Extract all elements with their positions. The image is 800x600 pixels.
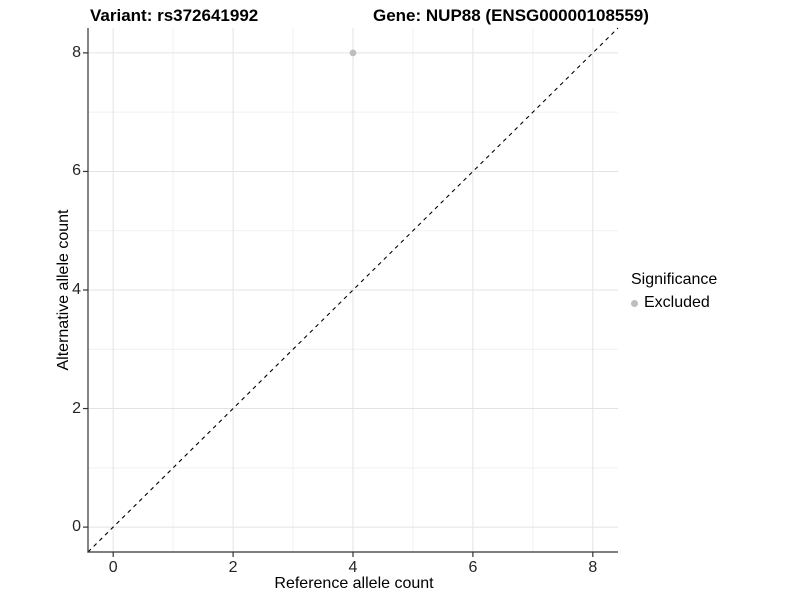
x-tick-label: 8 [588, 559, 598, 576]
legend-title: Significance [631, 271, 718, 288]
x-axis-title: Reference allele count [274, 575, 434, 592]
y-tick-label: 2 [72, 399, 81, 417]
y-axis-title: Alternative allele count [55, 209, 72, 371]
y-tick-label: 0 [72, 518, 81, 536]
y-tick-label: 4 [72, 281, 81, 298]
plot-title-variant: Variant: rs372641992 [90, 6, 259, 25]
plot-title-gene: Gene: NUP88 (ENSG00000108559) [373, 6, 649, 25]
y-tick-label: 6 [72, 162, 81, 180]
legend-point-swatch [631, 299, 638, 307]
x-tick-label: 2 [228, 559, 238, 576]
y-tick-label: 8 [72, 43, 81, 61]
legend: Significance Excluded [631, 271, 717, 312]
x-tick-label: 4 [348, 559, 358, 576]
x-tick-label: 0 [108, 559, 118, 576]
x-tick-label: 6 [468, 559, 478, 576]
legend-item-label: Excluded [644, 294, 710, 311]
legend-item-excluded: Excluded [631, 294, 717, 312]
data-point [349, 49, 357, 57]
